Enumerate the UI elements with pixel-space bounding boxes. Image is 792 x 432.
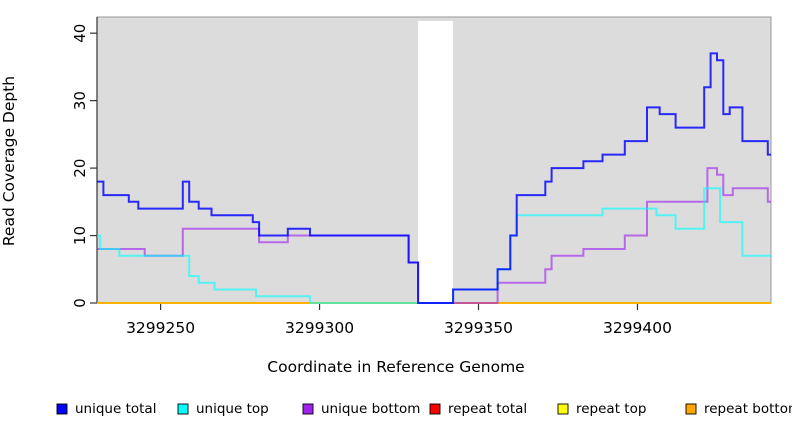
y-tick-label: 30 [71, 91, 89, 110]
y-tick-label: 0 [71, 298, 89, 308]
legend-swatch-repeat-top [557, 403, 569, 415]
legend-swatch-unique-total [56, 403, 68, 415]
legend-label-repeat-total: repeat total [448, 401, 527, 417]
legend-label-unique-total: unique total [75, 401, 156, 417]
x-tick-label: 3299250 [126, 319, 195, 337]
x-tick-label: 3299350 [444, 319, 513, 337]
y-axis-title: Read Coverage Depth [0, 75, 18, 247]
legend-swatch-unique-top [177, 403, 189, 415]
legend-swatch-unique-bottom [302, 403, 314, 415]
legend-swatch-repeat-bottom [685, 403, 697, 415]
series-line-unique-total [97, 52, 771, 304]
masked-region [418, 21, 454, 302]
x-tick-label: 3299300 [285, 319, 354, 337]
legend-label-unique-bottom: unique bottom [321, 401, 420, 417]
x-tick-label: 3299400 [603, 319, 672, 337]
y-tick-label: 20 [71, 159, 89, 178]
legend-swatch-repeat-total [429, 403, 441, 415]
y-tick-label: 40 [71, 24, 89, 43]
legend-label-repeat-top: repeat top [576, 401, 646, 417]
y-tick-label: 10 [71, 226, 89, 245]
series-line-unique-bottom [97, 167, 771, 304]
x-axis-title: Coordinate in Reference Genome [267, 358, 525, 376]
legend-label-repeat-bottom: repeat bottom [704, 401, 792, 417]
legend-label-unique-top: unique top [196, 401, 269, 417]
